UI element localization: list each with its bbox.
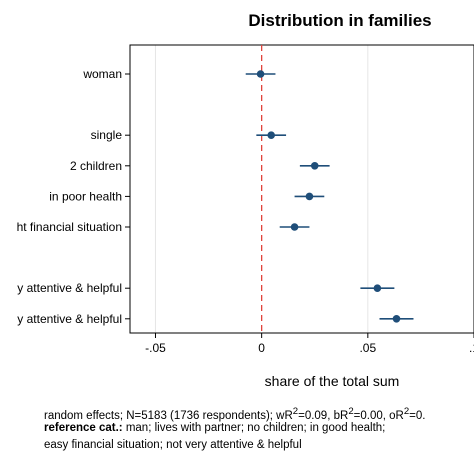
gridlines xyxy=(154,45,474,333)
y-tick-label: in poor health xyxy=(49,189,122,203)
y-tick-label: single xyxy=(91,128,123,142)
note-line-1: random effects; N=5183 (1736 respondents… xyxy=(44,404,425,424)
y-tick-label: 2 children xyxy=(70,159,122,173)
note-sup-1: 2 xyxy=(292,406,299,417)
x-tick-label: -.05 xyxy=(145,341,166,355)
chart-marks xyxy=(245,70,414,323)
note-line-1-mid1: =0.09, bR xyxy=(298,409,349,422)
note-line-1-end: =0. xyxy=(409,409,426,422)
y-axis: woman single 2 children in poor health ht fi… xyxy=(17,45,131,333)
note-line-3-text: easy financial situation; not very atten… xyxy=(44,439,302,451)
estimate-point xyxy=(373,284,382,293)
estimate-point xyxy=(290,223,299,231)
estimate-point xyxy=(256,70,265,78)
x-axis: -.05 0 .05 .1 xyxy=(130,332,474,355)
note-line-1-text: random effects; N=5183 (1736 respondents… xyxy=(44,409,293,422)
estimate-point xyxy=(305,192,314,201)
note-line-1-mid2: =0.00, oR xyxy=(353,409,404,422)
y-tick-label: woman xyxy=(82,67,122,81)
x-tick-label: .05 xyxy=(359,341,376,355)
estimate-point xyxy=(392,315,401,323)
x-tick-label: .1 xyxy=(469,341,474,355)
note-reference-label: reference cat.: xyxy=(44,422,123,434)
note-line-3: easy financial situation; not very atten… xyxy=(44,438,302,453)
y-tick-label: y attentive & helpful xyxy=(17,312,122,326)
estimate-point xyxy=(310,162,319,170)
y-tick-label: y attentive & helpful xyxy=(17,281,122,295)
x-axis-title: share of the total sum xyxy=(265,373,400,389)
note-sup-3: 2 xyxy=(403,406,410,417)
y-tick-label: ht financial situation xyxy=(17,220,122,234)
x-tick-label: 0 xyxy=(258,341,265,355)
plot-frame xyxy=(129,44,474,334)
chart-title: Distribution in families xyxy=(248,11,431,30)
note-sup-2: 2 xyxy=(348,406,354,417)
note-line-2: reference cat.: man; lives with partner;… xyxy=(44,421,385,436)
estimate-point xyxy=(267,131,276,139)
note-line-2-text: man; lives with partner; no children; in… xyxy=(122,422,386,434)
